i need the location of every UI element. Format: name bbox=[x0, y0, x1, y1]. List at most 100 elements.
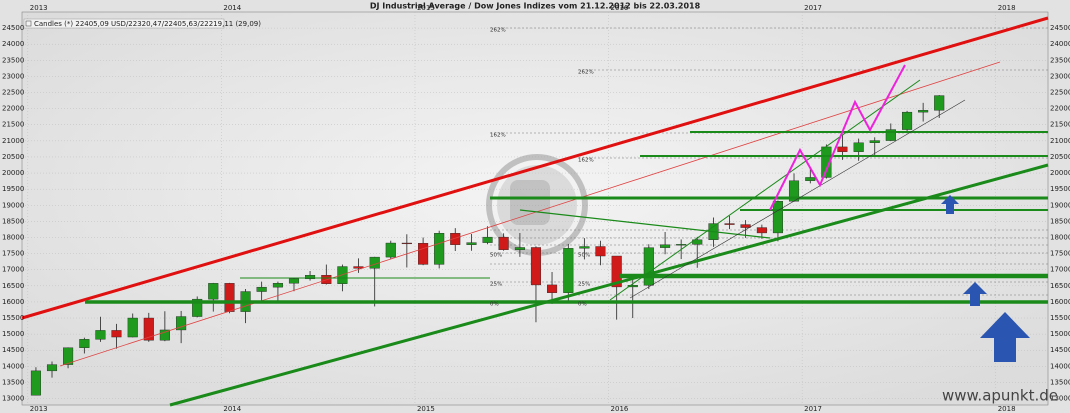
candle-body bbox=[756, 227, 767, 234]
candle-body bbox=[530, 247, 542, 286]
watermark: www.apunkt.de bbox=[942, 387, 1058, 405]
y-tick-label: 16000 bbox=[1050, 298, 1070, 306]
y-tick-label: 13000 bbox=[2, 395, 24, 403]
candle-body bbox=[772, 201, 783, 234]
trend-lines bbox=[21, 16, 1049, 407]
fib-label: 262% bbox=[578, 70, 594, 76]
y-tick-label: 17000 bbox=[2, 266, 24, 274]
fib-label: 25% bbox=[578, 282, 590, 288]
y-tick-label: 21000 bbox=[2, 137, 24, 145]
x-tick-label: 2018 bbox=[998, 4, 1016, 12]
y-tick-label: 14500 bbox=[1050, 346, 1070, 354]
y-tick-label: 23000 bbox=[2, 72, 24, 80]
x-tick-label: 2014 bbox=[223, 4, 241, 12]
candle-body bbox=[918, 110, 929, 113]
candle-body bbox=[563, 248, 574, 293]
candle-body bbox=[450, 233, 461, 245]
y-tick-label: 17000 bbox=[1050, 266, 1070, 274]
x-tick-label: 2016 bbox=[611, 4, 629, 12]
candle-body bbox=[79, 339, 90, 348]
y-tick-label: 24500 bbox=[2, 24, 24, 32]
candle-body bbox=[176, 316, 187, 331]
fib-label: 50% bbox=[490, 253, 502, 259]
y-tick-label: 20000 bbox=[1050, 169, 1070, 177]
candle-body bbox=[192, 298, 203, 317]
x-tick-label: 2017 bbox=[804, 405, 822, 413]
y-tick-label: 22000 bbox=[2, 105, 24, 113]
y-tick-label: 19500 bbox=[2, 185, 24, 193]
candle-body bbox=[159, 329, 170, 341]
y-tick-label: 17500 bbox=[2, 250, 24, 258]
logo bbox=[486, 154, 588, 256]
candle-body bbox=[127, 317, 138, 338]
candle-body bbox=[401, 242, 412, 245]
y-tick-label: 20000 bbox=[2, 169, 24, 177]
x-tick-label: 2018 bbox=[998, 405, 1016, 413]
fib-label: 0% bbox=[490, 302, 499, 308]
labels: 13000 13000 13500 13500 14000 14000 14500 14500… bbox=[2, 4, 1070, 413]
candle-body bbox=[546, 284, 558, 293]
y-tick-label: 16500 bbox=[1050, 282, 1070, 290]
y-tick-label: 23500 bbox=[1050, 56, 1070, 64]
candle-body bbox=[902, 111, 913, 130]
candle-body bbox=[466, 242, 477, 245]
y-tick-label: 19500 bbox=[1050, 185, 1070, 193]
candle-body bbox=[30, 370, 41, 396]
candle-body bbox=[514, 247, 525, 250]
y-tick-label: 14000 bbox=[1050, 362, 1070, 370]
y-tick-label: 18500 bbox=[1050, 217, 1070, 225]
y-tick-label: 15500 bbox=[1050, 314, 1070, 322]
candle-body bbox=[46, 364, 58, 372]
y-tick-label: 18500 bbox=[2, 217, 24, 225]
candle-body bbox=[579, 246, 590, 249]
candle-body bbox=[805, 177, 816, 181]
candle-body bbox=[337, 266, 348, 284]
candle-body bbox=[869, 140, 880, 143]
candle-body bbox=[256, 286, 267, 292]
candle-body bbox=[288, 278, 300, 284]
candle-body bbox=[837, 146, 848, 152]
y-tick-label: 21500 bbox=[1050, 121, 1070, 129]
candle-body bbox=[676, 244, 687, 246]
x-tick-label: 2013 bbox=[30, 405, 48, 413]
y-tick-label: 22500 bbox=[1050, 89, 1070, 97]
candle-body bbox=[224, 283, 235, 312]
candle-body bbox=[385, 242, 396, 258]
candle-body bbox=[63, 347, 74, 365]
y-tick-label: 15000 bbox=[2, 330, 24, 338]
fib-label: 162% bbox=[490, 133, 506, 139]
candle-body bbox=[111, 330, 122, 338]
candle-body bbox=[595, 246, 606, 257]
legend bbox=[23, 18, 225, 29]
y-tick-label: 15000 bbox=[1050, 330, 1070, 338]
y-tick-label: 18000 bbox=[1050, 233, 1070, 241]
y-tick-label: 19000 bbox=[2, 201, 24, 209]
y-tick-label: 13500 bbox=[1050, 378, 1070, 386]
chart-title: DJ Industrial Average / Dow Jones Indize… bbox=[370, 2, 701, 11]
y-tick-label: 21000 bbox=[1050, 137, 1070, 145]
fib-label: 0% bbox=[578, 302, 587, 308]
arrows bbox=[941, 195, 1030, 362]
candle-body bbox=[418, 242, 429, 265]
fib-label: 50% bbox=[578, 253, 590, 259]
y-tick-label: 23000 bbox=[1050, 72, 1070, 80]
y-tick-label: 24500 bbox=[1050, 24, 1070, 32]
y-tick-label: 17500 bbox=[1050, 250, 1070, 258]
candle-body bbox=[934, 95, 945, 111]
fib-label: 262% bbox=[490, 28, 506, 34]
y-tick-label: 24000 bbox=[2, 40, 24, 48]
legend-text: Candles (*) 22405,09 USD/22320,47/22405,… bbox=[34, 20, 261, 28]
y-tick-label: 21500 bbox=[2, 121, 24, 129]
y-tick-label: 19000 bbox=[1050, 201, 1070, 209]
y-tick-label: 16000 bbox=[2, 298, 24, 306]
x-tick-label: 2015 bbox=[417, 405, 435, 413]
candle-body bbox=[853, 142, 864, 152]
y-tick-label: 20500 bbox=[1050, 153, 1070, 161]
y-tick-label: 23500 bbox=[2, 56, 24, 64]
y-tick-label: 22000 bbox=[1050, 105, 1070, 113]
candle-body bbox=[627, 285, 638, 288]
candle-body bbox=[208, 283, 219, 300]
candle-body bbox=[498, 236, 509, 250]
y-tick-label: 15500 bbox=[2, 314, 24, 322]
y-tick-label: 13000 bbox=[1050, 395, 1070, 403]
